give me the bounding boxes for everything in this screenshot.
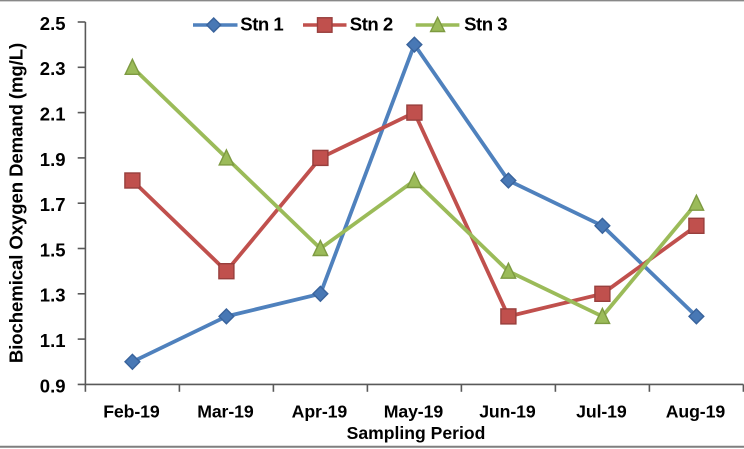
svg-text:1.5: 1.5 — [40, 239, 66, 260]
svg-text:1.9: 1.9 — [40, 149, 66, 170]
svg-text:2.3: 2.3 — [40, 58, 66, 79]
svg-text:Stn 3: Stn 3 — [464, 14, 507, 35]
svg-text:Sampling Period: Sampling Period — [347, 423, 486, 443]
svg-text:Biochemical Oxygen Demand (mg/: Biochemical Oxygen Demand (mg/L) — [6, 43, 27, 363]
svg-text:Jul-19: Jul-19 — [576, 401, 627, 421]
svg-text:May-19: May-19 — [384, 401, 444, 421]
svg-text:Feb-19: Feb-19 — [103, 401, 160, 421]
svg-text:1.1: 1.1 — [40, 330, 66, 351]
svg-text:0.9: 0.9 — [40, 375, 66, 396]
svg-text:Stn 1: Stn 1 — [240, 14, 283, 35]
svg-text:2.1: 2.1 — [40, 104, 66, 125]
svg-text:Mar-19: Mar-19 — [197, 401, 254, 421]
svg-text:1.3: 1.3 — [40, 285, 66, 306]
svg-text:Stn 2: Stn 2 — [350, 14, 393, 35]
svg-text:Apr-19: Apr-19 — [292, 401, 348, 421]
svg-text:1.7: 1.7 — [40, 194, 66, 215]
svg-text:Aug-19: Aug-19 — [666, 401, 726, 421]
svg-text:Jun-19: Jun-19 — [479, 401, 536, 421]
svg-text:2.5: 2.5 — [40, 13, 66, 34]
